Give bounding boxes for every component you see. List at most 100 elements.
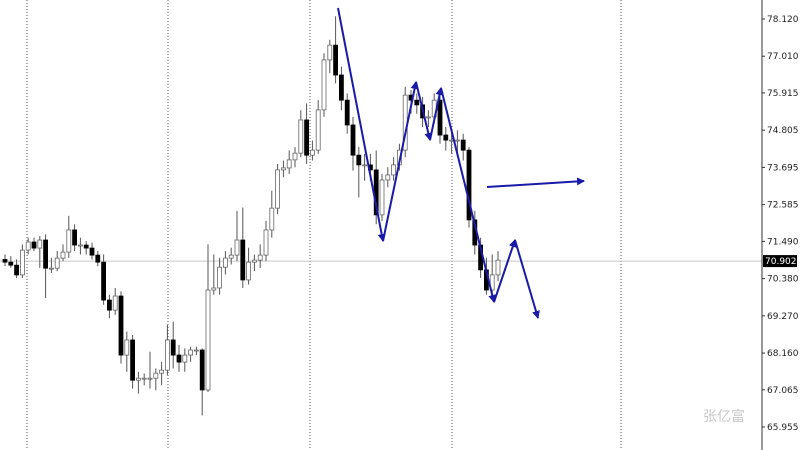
candle-body-bull <box>188 349 194 356</box>
candle-body-bull <box>425 116 431 119</box>
candle <box>89 242 95 260</box>
candle <box>205 244 211 392</box>
candle <box>193 346 199 356</box>
candle-body-bear <box>176 354 182 363</box>
candle-body-bear <box>338 74 344 101</box>
candle <box>66 215 72 258</box>
candle-body-bear <box>8 261 14 266</box>
grid-separators <box>26 0 622 450</box>
candle <box>257 244 263 268</box>
tick-label: 70.380 <box>767 275 799 285</box>
candle <box>246 247 252 285</box>
candle <box>147 351 153 389</box>
candle <box>309 140 315 161</box>
candle-body-bull <box>153 372 159 379</box>
candle <box>199 348 205 416</box>
candle <box>188 346 194 362</box>
candle <box>240 207 246 288</box>
candle <box>164 324 170 376</box>
candle <box>31 237 37 252</box>
candle-body-bull <box>112 295 118 311</box>
zigzag-arrow-segment <box>429 87 444 141</box>
candle <box>19 244 25 278</box>
candle <box>135 371 141 394</box>
candle-body-bear <box>72 229 77 246</box>
candle-body-bull <box>454 139 460 142</box>
candle-body-bear <box>2 259 8 263</box>
tick-label: 65.955 <box>767 423 799 433</box>
tick-label: 77.010 <box>767 52 799 62</box>
candle-body-bull <box>315 109 321 151</box>
candle <box>338 66 344 111</box>
candle <box>228 247 234 265</box>
candle <box>292 147 298 168</box>
candle-body-bull <box>269 207 275 231</box>
candle-body-bear <box>31 241 37 249</box>
candle <box>379 173 385 221</box>
zigzag-arrow-segment <box>514 239 540 319</box>
zigzag-arrow-segment <box>493 239 517 303</box>
tick-label: 72.585 <box>767 201 799 211</box>
candle-body-bull <box>275 169 281 209</box>
zigzag-arrow-segment <box>337 7 386 242</box>
candle-body-bear <box>240 239 246 281</box>
candle-body-bull <box>292 152 298 161</box>
candle-body-bull <box>49 267 54 270</box>
candle <box>443 126 449 151</box>
candle-body-bull <box>37 239 43 249</box>
candle-body-bull <box>147 377 153 380</box>
candle-body-bull <box>217 266 223 289</box>
candle <box>37 235 43 268</box>
candle-body-bull <box>263 229 269 256</box>
candle <box>14 259 20 278</box>
candle-body-bull <box>54 257 60 269</box>
candle <box>60 244 66 262</box>
candle-body-bull <box>193 349 199 352</box>
candle-body-bear <box>170 339 176 356</box>
candle-body-bear <box>333 44 339 76</box>
candle-body-bull <box>379 179 385 216</box>
candle <box>182 348 188 372</box>
candle-body-bear <box>437 99 443 136</box>
candle-body-bear <box>14 264 20 276</box>
candle <box>269 190 275 238</box>
candle <box>118 291 124 364</box>
candle <box>107 294 112 319</box>
candle-body-bear <box>344 99 350 126</box>
zigzag-arrow-segment <box>415 81 433 141</box>
zigzag-arrow-segment <box>440 87 497 303</box>
candle <box>176 344 182 372</box>
candle <box>83 241 89 255</box>
candle <box>43 234 48 299</box>
candle <box>141 373 147 386</box>
candle <box>153 368 159 391</box>
candle <box>495 251 501 282</box>
candle <box>124 331 130 372</box>
candle-body-bear <box>95 254 101 263</box>
candle-body-bear <box>43 239 48 269</box>
tick-label: 74.805 <box>767 126 799 136</box>
candle <box>327 39 333 74</box>
candle <box>280 160 286 178</box>
tick-label: 73.695 <box>767 163 799 173</box>
candle <box>222 251 228 275</box>
candle <box>54 251 60 272</box>
candle-body-bear <box>130 339 136 381</box>
candle-body-bull <box>135 377 141 381</box>
candle <box>130 334 136 389</box>
candle-body-bull <box>257 254 263 261</box>
candle-body-bull <box>182 354 188 363</box>
candle <box>8 256 14 268</box>
candle <box>112 287 118 315</box>
candle-body-bear <box>199 349 205 391</box>
candle-body-bull <box>286 159 292 169</box>
trend-arrows[interactable] <box>337 7 585 319</box>
tick-label: 71.490 <box>767 237 799 247</box>
candle <box>321 53 327 117</box>
candle <box>298 110 304 158</box>
candle <box>466 147 472 228</box>
candle-body-bull <box>280 167 286 171</box>
candle <box>402 86 408 158</box>
candle-body-bear <box>466 149 472 221</box>
